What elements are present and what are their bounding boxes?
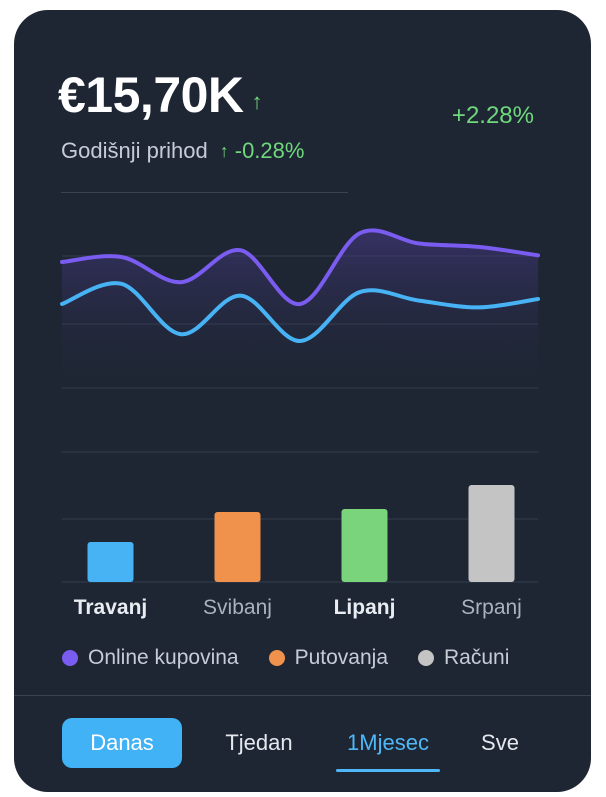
legend-dot-icon bbox=[418, 650, 435, 666]
bar-chart-grid bbox=[62, 451, 538, 583]
revenue-card: €15,70K ↑ +2.28% Godišnji prihod ↑ -0.28… bbox=[14, 10, 591, 792]
line-chart-area bbox=[62, 230, 538, 402]
tab-label: 1Mjesec bbox=[347, 730, 429, 755]
legend-dot-icon bbox=[268, 650, 285, 666]
bar-lipanj bbox=[341, 509, 388, 582]
active-tab-underline bbox=[336, 769, 440, 772]
period-tabs: Danas Tjedan 1Mjesec Sve bbox=[14, 718, 591, 772]
tab-danas[interactable]: Danas bbox=[62, 718, 182, 768]
tab-label: Danas bbox=[90, 730, 154, 755]
bar-chart-bars bbox=[87, 485, 515, 582]
month-label-travanj: Travanj bbox=[73, 596, 148, 619]
legend-label: Putovanja bbox=[294, 646, 389, 669]
legend-dot-icon bbox=[62, 650, 78, 666]
arrow-up-icon: ↑ bbox=[219, 140, 229, 161]
tab-sve[interactable]: Sve bbox=[458, 718, 542, 768]
annual-revenue-change: -0.28% bbox=[234, 138, 305, 163]
legend-label: Računi bbox=[444, 646, 510, 669]
bar-srpanj bbox=[468, 485, 515, 582]
tab-1mjesec[interactable]: 1Mjesec bbox=[326, 718, 450, 772]
bar-travanj bbox=[87, 542, 134, 582]
total-value: €15,70K bbox=[58, 67, 244, 123]
headline: €15,70K ↑ bbox=[58, 70, 263, 120]
annual-revenue-label: Godišnji prihod bbox=[61, 138, 208, 163]
tab-label: Sve bbox=[481, 730, 519, 755]
month-label-srpanj: Srpanj bbox=[461, 596, 522, 619]
month-labels: Travanj Svibanj Lipanj Srpanj bbox=[14, 596, 591, 626]
legend-item-putovanja: Putovanja bbox=[268, 646, 389, 670]
line-series-online-kupovina bbox=[60, 228, 540, 306]
month-label-svibanj: Svibanj bbox=[203, 596, 272, 619]
tab-tjedan[interactable]: Tjedan bbox=[204, 718, 314, 768]
legend: Online kupovina Putovanja Računi bbox=[62, 646, 509, 670]
charts-canvas bbox=[60, 228, 540, 583]
subtitle-row: Godišnji prihod ↑ -0.28% bbox=[61, 138, 304, 164]
line-series-blue bbox=[60, 281, 540, 344]
bar-svibanj bbox=[214, 512, 261, 582]
month-label-lipanj: Lipanj bbox=[333, 596, 396, 619]
tab-label: Tjedan bbox=[225, 730, 293, 755]
legend-item-racuni: Računi bbox=[418, 646, 509, 670]
divider bbox=[14, 695, 591, 696]
legend-item-online-kupovina: Online kupovina bbox=[62, 646, 239, 670]
change-percentage: +2.28% bbox=[451, 102, 534, 129]
divider bbox=[61, 192, 348, 193]
arrow-up-icon: ↑ bbox=[251, 89, 263, 114]
legend-label: Online kupovina bbox=[88, 646, 239, 669]
